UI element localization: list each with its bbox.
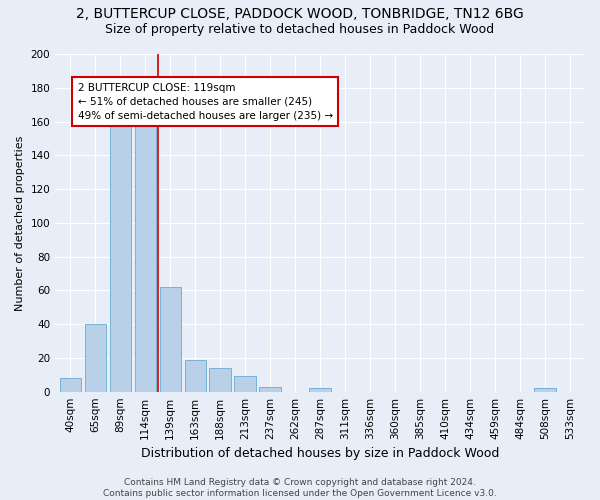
Bar xyxy=(85,324,106,392)
Bar xyxy=(110,113,131,392)
Bar xyxy=(259,386,281,392)
Bar xyxy=(310,388,331,392)
Bar xyxy=(535,388,556,392)
Bar xyxy=(134,113,156,392)
Bar xyxy=(209,368,231,392)
Text: 2, BUTTERCUP CLOSE, PADDOCK WOOD, TONBRIDGE, TN12 6BG: 2, BUTTERCUP CLOSE, PADDOCK WOOD, TONBRI… xyxy=(76,8,524,22)
Text: 2 BUTTERCUP CLOSE: 119sqm
← 51% of detached houses are smaller (245)
49% of semi: 2 BUTTERCUP CLOSE: 119sqm ← 51% of detac… xyxy=(77,82,333,120)
Bar xyxy=(59,378,81,392)
Bar xyxy=(235,376,256,392)
Bar xyxy=(185,360,206,392)
X-axis label: Distribution of detached houses by size in Paddock Wood: Distribution of detached houses by size … xyxy=(141,447,499,460)
Text: Size of property relative to detached houses in Paddock Wood: Size of property relative to detached ho… xyxy=(106,22,494,36)
Bar xyxy=(160,287,181,392)
Text: Contains HM Land Registry data © Crown copyright and database right 2024.
Contai: Contains HM Land Registry data © Crown c… xyxy=(103,478,497,498)
Y-axis label: Number of detached properties: Number of detached properties xyxy=(15,135,25,310)
